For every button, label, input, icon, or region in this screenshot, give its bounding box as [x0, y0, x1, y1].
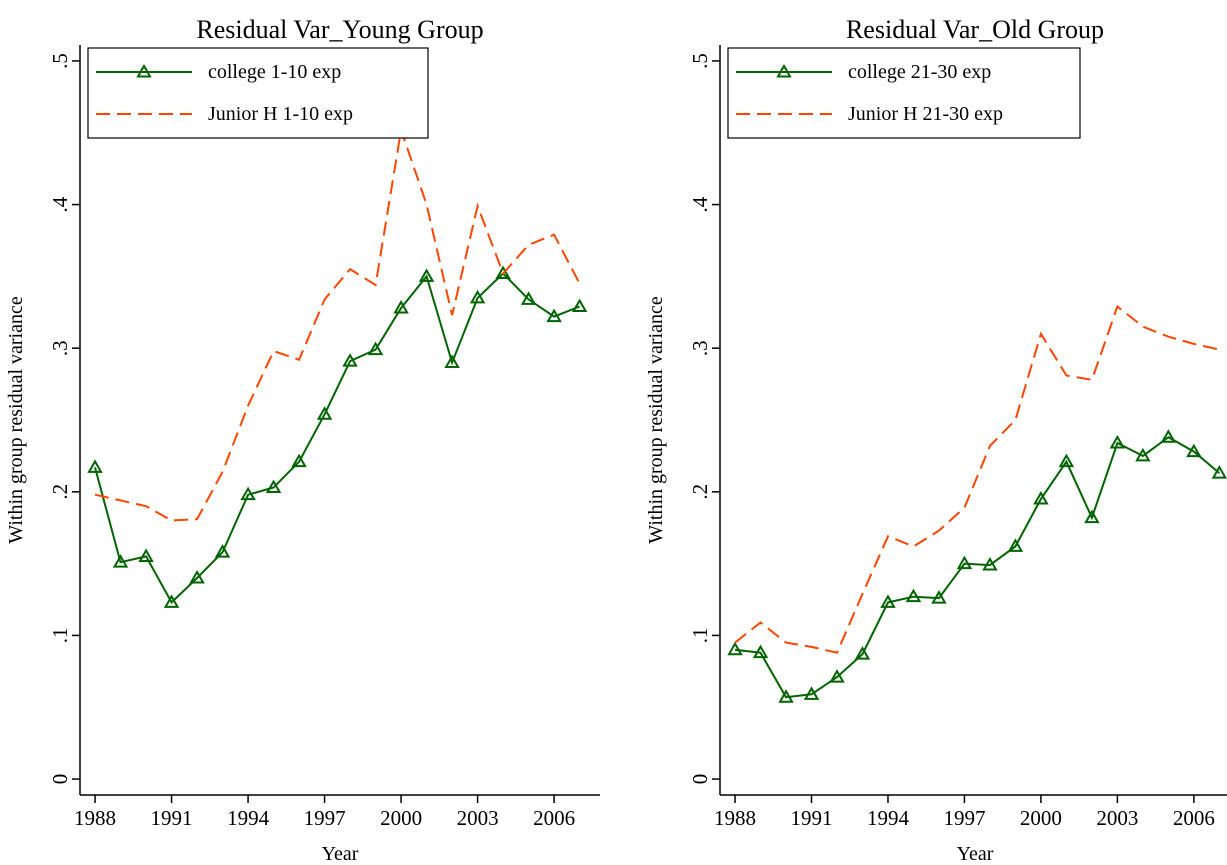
point-marker — [931, 590, 947, 604]
point-marker — [520, 291, 537, 305]
point-marker — [803, 686, 820, 700]
point-marker — [854, 646, 871, 660]
y-tick-label: .3 — [688, 340, 712, 356]
point-marker — [1135, 447, 1151, 462]
legend-label: Junior H 21-30 exp — [848, 103, 1003, 125]
point-marker — [87, 459, 103, 473]
point-marker — [1186, 443, 1202, 458]
legend-label: college 1-10 exp — [208, 61, 341, 83]
point-marker — [367, 341, 384, 356]
x-tick-label: 1994 — [227, 806, 270, 830]
x-tick-label: 1988 — [74, 806, 116, 830]
point-marker — [214, 544, 231, 558]
y-tick-label: .1 — [688, 628, 712, 644]
legend: college 21-30 exp Junior H 21-30 exp — [727, 47, 1081, 139]
y-axis-label: Within group residual variance — [5, 296, 27, 544]
y-tick-label: .4 — [688, 196, 712, 212]
point-marker — [112, 554, 129, 568]
point-marker — [1160, 429, 1177, 443]
point-marker — [444, 354, 460, 369]
x-tick-label: 2000 — [380, 806, 422, 830]
x-tick-label: 1991 — [791, 806, 833, 830]
point-marker — [265, 479, 282, 494]
point-marker — [752, 644, 769, 659]
point-marker — [956, 555, 973, 570]
point-marker — [138, 548, 154, 562]
x-tick-label: 1991 — [151, 806, 193, 830]
panel: Residual Var_Young Group Year Within group… — [5, 15, 600, 865]
point-marker — [905, 588, 922, 603]
series-line — [94, 272, 580, 605]
y-tick-label: .1 — [48, 628, 72, 644]
x-tick-label: 2003 — [457, 806, 499, 830]
point-marker — [240, 486, 256, 501]
x-axis-label: Year — [322, 843, 359, 865]
y-axis-label: Within group residual variance — [645, 296, 667, 544]
y-tick-label: 0 — [48, 774, 72, 785]
x-tick-label: 1997 — [304, 806, 346, 830]
chart-title: Residual Var_Old Group — [846, 15, 1104, 44]
y-tick-label: .4 — [48, 196, 72, 212]
series-line — [734, 304, 1220, 654]
point-marker — [316, 406, 333, 420]
point-marker — [163, 594, 180, 608]
legend-box — [87, 47, 429, 139]
y-tick-label: 0 — [688, 774, 712, 785]
point-marker — [880, 594, 896, 608]
y-tick-label: .5 — [688, 53, 712, 69]
x-tick-label: 2003 — [1096, 806, 1138, 830]
point-marker — [1058, 453, 1075, 468]
point-marker — [1109, 434, 1126, 449]
legend-marker — [136, 63, 152, 78]
point-marker — [291, 453, 307, 468]
point-marker — [546, 308, 562, 323]
x-axis-label: Year — [957, 843, 994, 865]
point-marker — [571, 298, 588, 313]
legend-label: Junior H 1-10 exp — [208, 103, 353, 125]
point-marker — [727, 641, 743, 656]
point-marker — [829, 669, 845, 683]
point-marker — [778, 689, 794, 703]
point-marker — [1033, 490, 1049, 505]
x-tick-label: 2000 — [1020, 806, 1062, 830]
point-marker — [1211, 465, 1227, 479]
y-tick-label: .5 — [48, 53, 72, 69]
point-marker — [1084, 509, 1100, 524]
chart-title: Residual Var_Young Group — [196, 15, 483, 44]
x-tick-label: 2006 — [533, 806, 575, 830]
y-tick-label: .2 — [688, 484, 712, 500]
x-tick-label: 1997 — [943, 806, 985, 830]
point-marker — [342, 353, 358, 367]
point-marker — [1007, 538, 1024, 552]
legend: college 1-10 exp Junior H 1-10 exp — [87, 47, 429, 139]
series-line — [94, 129, 581, 522]
point-marker — [393, 299, 409, 314]
panel: Residual Var_Old Group Year Within group r… — [645, 15, 1227, 865]
legend-box — [727, 47, 1081, 139]
legend-marker — [776, 63, 792, 78]
point-marker — [418, 268, 435, 282]
y-tick-label: .2 — [48, 484, 72, 500]
y-tick-label: .3 — [48, 340, 72, 356]
x-tick-label: 1994 — [867, 806, 910, 830]
x-tick-label: 2006 — [1173, 806, 1215, 830]
series-line — [734, 436, 1221, 699]
point-marker — [189, 569, 205, 584]
point-marker — [495, 265, 511, 280]
point-marker — [982, 557, 998, 571]
point-marker — [469, 289, 486, 304]
legend-label: college 21-30 exp — [848, 61, 991, 83]
x-tick-label: 1988 — [714, 806, 756, 830]
